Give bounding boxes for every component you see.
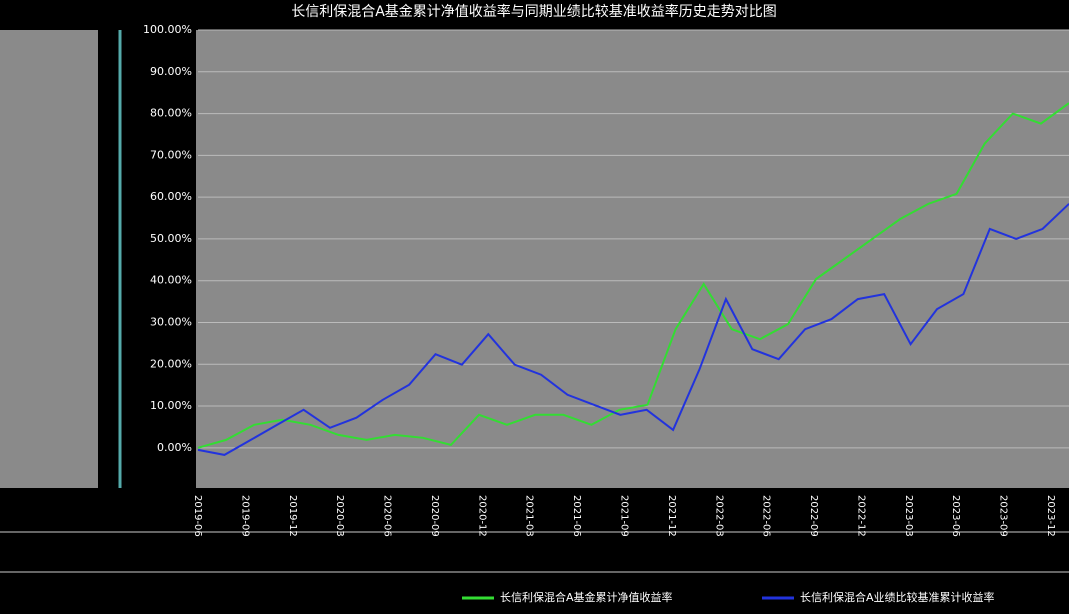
x-tick-label: 2022-09 bbox=[808, 495, 819, 537]
x-tick-label: 2023-03 bbox=[903, 495, 914, 537]
x-tick-label: 2021-09 bbox=[619, 495, 630, 537]
y-tick-label: 100.00% bbox=[143, 23, 192, 36]
y-tick-label: 20.00% bbox=[150, 357, 192, 370]
x-tick-label: 2019-09 bbox=[239, 495, 250, 537]
plot-area bbox=[196, 30, 1069, 488]
chart-title: 长信利保混合A基金累计净值收益率与同期业绩比较基准收益率历史走势对比图 bbox=[291, 3, 777, 20]
x-tick-label: 2023-06 bbox=[950, 495, 961, 537]
x-tick-label: 2021-12 bbox=[666, 495, 677, 537]
y-tick-label: 0.00% bbox=[157, 441, 192, 454]
y-tick-label: 60.00% bbox=[150, 190, 192, 203]
x-tick-label: 2020-03 bbox=[334, 495, 345, 537]
y-tick-label: 90.00% bbox=[150, 65, 192, 78]
x-tick-label: 2020-12 bbox=[476, 495, 487, 537]
x-tick-label: 2019-06 bbox=[192, 495, 203, 537]
legend-label: 长信利保混合A业绩比较基准累计收益率 bbox=[800, 590, 995, 604]
y-tick-label: 70.00% bbox=[150, 148, 192, 161]
line bbox=[197, 102, 1069, 449]
x-tick-label: 2020-09 bbox=[429, 495, 440, 537]
x-tick-label: 2022-06 bbox=[761, 495, 772, 537]
y-tick-label: 80.00% bbox=[150, 107, 192, 120]
legend-label: 长信利保混合A基金累计净值收益率 bbox=[500, 590, 673, 604]
line bbox=[197, 203, 1069, 456]
y-tick-label: 40.00% bbox=[150, 274, 192, 287]
y-tick-label: 10.00% bbox=[150, 399, 192, 412]
y-tick-label: 30.00% bbox=[150, 315, 192, 328]
side-panel bbox=[0, 30, 98, 488]
x-tick-label: 2020-06 bbox=[382, 495, 393, 537]
x-tick-label: 2022-12 bbox=[855, 495, 866, 537]
x-tick-label: 2023-09 bbox=[998, 495, 1009, 537]
x-tick-label: 2019-12 bbox=[287, 495, 298, 537]
x-tick-label: 2021-03 bbox=[524, 495, 535, 537]
x-tick-label: 2023-12 bbox=[1045, 495, 1056, 537]
y-tick-label: 50.00% bbox=[150, 232, 192, 245]
x-tick-label: 2022-03 bbox=[713, 495, 724, 537]
x-tick-label: 2021-06 bbox=[571, 495, 582, 537]
